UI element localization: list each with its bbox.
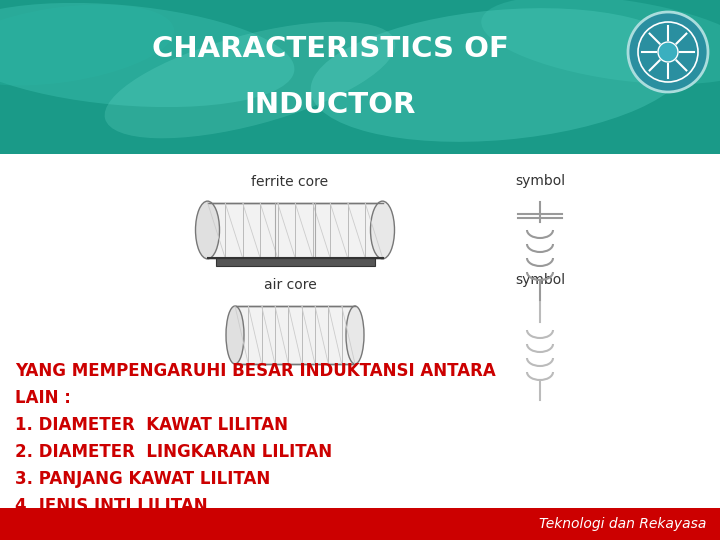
Ellipse shape bbox=[226, 306, 244, 364]
Circle shape bbox=[628, 12, 708, 92]
Text: YANG MEMPENGARUHI BESAR INDUKTANSI ANTARA: YANG MEMPENGARUHI BESAR INDUKTANSI ANTAR… bbox=[15, 362, 496, 380]
Ellipse shape bbox=[310, 8, 689, 142]
Bar bbox=[235, 306, 355, 364]
Text: 2. DIAMETER  LINGKARAN LILITAN: 2. DIAMETER LINGKARAN LILITAN bbox=[15, 443, 332, 461]
Ellipse shape bbox=[0, 4, 174, 85]
Text: 4. JENIS INTI LILITAN: 4. JENIS INTI LILITAN bbox=[15, 497, 207, 515]
Text: 1. DIAMETER  KAWAT LILITAN: 1. DIAMETER KAWAT LILITAN bbox=[15, 416, 288, 434]
Ellipse shape bbox=[104, 22, 395, 138]
Text: INDUCTOR: INDUCTOR bbox=[244, 91, 415, 119]
Text: air core: air core bbox=[264, 278, 316, 292]
Text: CHARACTERISTICS OF: CHARACTERISTICS OF bbox=[152, 35, 508, 63]
Bar bbox=[0, 0, 720, 154]
Text: 3. PANJANG KAWAT LILITAN: 3. PANJANG KAWAT LILITAN bbox=[15, 470, 270, 488]
Text: ferrite core: ferrite core bbox=[251, 174, 328, 188]
Ellipse shape bbox=[346, 306, 364, 364]
Text: symbol: symbol bbox=[515, 174, 565, 188]
Ellipse shape bbox=[196, 201, 220, 259]
Text: Teknologi dan Rekayasa: Teknologi dan Rekayasa bbox=[539, 517, 706, 531]
Bar bbox=[0, 508, 720, 540]
Bar bbox=[207, 202, 382, 258]
Circle shape bbox=[658, 42, 678, 62]
Bar bbox=[215, 258, 374, 266]
Ellipse shape bbox=[481, 0, 720, 84]
Ellipse shape bbox=[0, 3, 294, 107]
Text: symbol: symbol bbox=[515, 273, 565, 287]
Ellipse shape bbox=[371, 201, 395, 259]
Text: LAIN :: LAIN : bbox=[15, 389, 71, 407]
